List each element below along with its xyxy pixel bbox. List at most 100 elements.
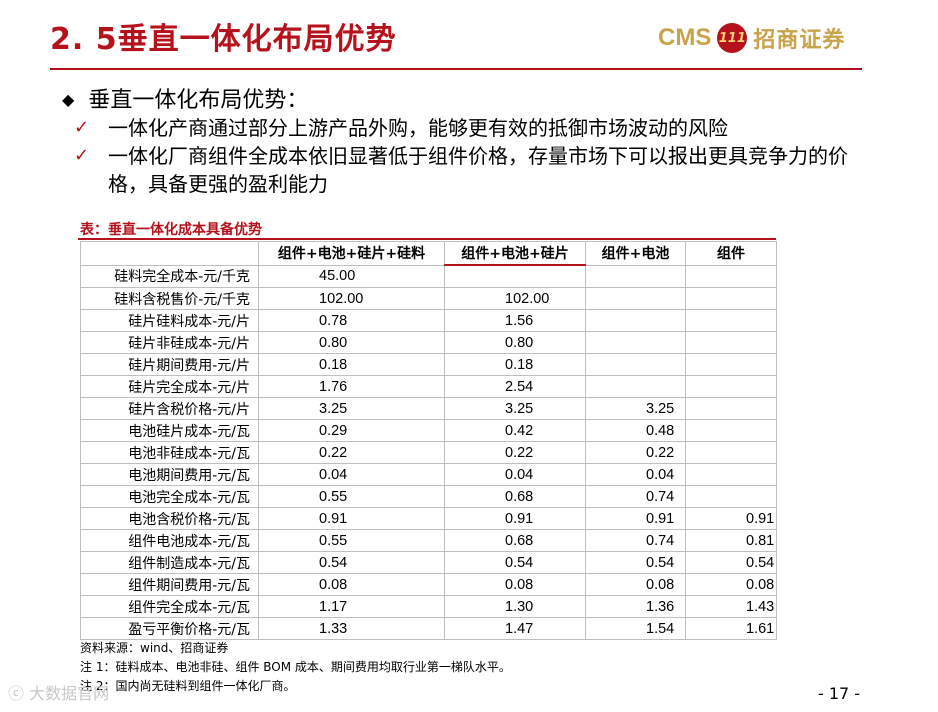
value-cell: 0.74 <box>585 485 686 508</box>
value-cell: 102.00 <box>444 287 586 310</box>
value-cell: 1.17 <box>258 595 445 618</box>
cost-table: 组件+电池+硅片+硅料 组件+电池+硅片 组件+电池 组件 硅料完全成本-元/千… <box>80 241 777 640</box>
table-row: 组件期间费用-元/瓦 0.08 0.08 0.08 0.08 <box>80 573 777 596</box>
value-cell: 0.68 <box>444 529 586 552</box>
value-cell <box>685 375 777 398</box>
row-label-cell: 电池含税价格-元/瓦 <box>80 507 259 530</box>
value-cell: 0.91 <box>585 507 686 530</box>
row-label-cell: 硅片非硅成本-元/片 <box>80 331 259 354</box>
check-mark-icon: ✓ <box>74 145 90 166</box>
table-header-row: 组件+电池+硅片+硅料 组件+电池+硅片 组件+电池 组件 <box>80 241 777 266</box>
value-cell: 1.47 <box>444 617 586 640</box>
table-row: 电池含税价格-元/瓦 0.91 0.91 0.91 0.91 <box>80 507 777 530</box>
value-cell <box>685 419 777 442</box>
row-label-cell: 硅料含税售价-元/千克 <box>80 287 259 310</box>
row-label-cell: 电池期间费用-元/瓦 <box>80 463 259 486</box>
value-cell: 0.04 <box>258 463 445 486</box>
watermark-logo-icon: ⓒ <box>8 684 30 703</box>
row-label-cell: 组件期间费用-元/瓦 <box>80 573 259 596</box>
row-label-cell: 组件制造成本-元/瓦 <box>80 551 259 574</box>
value-cell: 102.00 <box>258 287 445 310</box>
value-cell: 1.54 <box>585 617 686 640</box>
value-cell: 2.54 <box>444 375 586 398</box>
value-cell: 1.36 <box>585 595 686 618</box>
check-mark-icon: ✓ <box>74 117 90 138</box>
table-row: 组件电池成本-元/瓦 0.55 0.68 0.74 0.81 <box>80 529 777 552</box>
value-cell: 0.42 <box>444 419 586 442</box>
table-row: 盈亏平衡价格-元/瓦 1.33 1.47 1.54 1.61 <box>80 617 777 640</box>
section-heading: ◆ 垂直一体化布局优势： <box>62 82 308 114</box>
table-row: 硅片非硅成本-元/片 0.80 0.80 <box>80 331 777 354</box>
row-label-cell: 电池完全成本-元/瓦 <box>80 485 259 508</box>
value-cell: 0.91 <box>685 507 777 530</box>
title-divider <box>50 68 862 70</box>
column-header: 组件+电池+硅片+硅料 <box>258 241 445 266</box>
value-cell: 3.25 <box>444 397 586 420</box>
table-row: 电池非硅成本-元/瓦 0.22 0.22 0.22 <box>80 441 777 464</box>
row-label-cell: 硅片期间费用-元/片 <box>80 353 259 376</box>
value-cell: 0.91 <box>258 507 445 530</box>
bullet-point: ✓ 一体化产商通过部分上游产品外购，能够更有效的抵御市场波动的风险 <box>74 114 874 142</box>
value-cell: 0.91 <box>444 507 586 530</box>
table-row: 硅片完全成本-元/片 1.76 2.54 <box>80 375 777 398</box>
table-row: 硅片硅料成本-元/片 0.78 1.56 <box>80 309 777 332</box>
caption-divider <box>78 238 776 240</box>
logo-cn-text: 招商证券 <box>753 28 846 53</box>
column-header: 组件+电池+硅片 <box>444 241 586 266</box>
value-cell: 1.61 <box>685 617 777 640</box>
value-cell: 0.08 <box>585 573 686 596</box>
value-cell: 0.22 <box>258 441 445 464</box>
value-cell <box>444 264 586 288</box>
value-cell: 1.33 <box>258 617 445 640</box>
value-cell: 0.18 <box>444 353 586 376</box>
watermark: ⓒ 大数据官网 <box>8 680 109 704</box>
table-row: 组件制造成本-元/瓦 0.54 0.54 0.54 0.54 <box>80 551 777 574</box>
value-cell: 0.74 <box>585 529 686 552</box>
table-row: 电池期间费用-元/瓦 0.04 0.04 0.04 <box>80 463 777 486</box>
footnote: 注 1：硅料成本、电池非硅、组件 BOM 成本、期间费用均取行业第一梯队水平。 <box>80 660 511 674</box>
value-cell: 0.55 <box>258 485 445 508</box>
value-cell: 1.56 <box>444 309 586 332</box>
value-cell: 0.48 <box>585 419 686 442</box>
table-row: 硅料含税售价-元/千克 102.00 102.00 <box>80 287 777 310</box>
value-cell: 0.54 <box>444 551 586 574</box>
footnote: 注 2：国内尚无硅料到组件一体化厂商。 <box>80 679 296 693</box>
value-cell <box>685 264 777 288</box>
value-cell <box>685 331 777 354</box>
page-number: - 17 - <box>818 684 861 703</box>
value-cell: 0.08 <box>444 573 586 596</box>
page-title: 2. 5垂直一体化布局优势 <box>50 22 397 57</box>
value-cell <box>685 287 777 310</box>
table-row: 硅片期间费用-元/片 0.18 0.18 <box>80 353 777 376</box>
value-cell: 0.08 <box>685 573 777 596</box>
source-note: 资料来源：wind、招商证券 <box>80 641 229 655</box>
value-cell: 0.80 <box>444 331 586 354</box>
logo-latin-text: CMS <box>658 24 712 51</box>
bullet-point: ✓ 一体化厂商组件全成本依旧显著低于组件价格，存量市场下可以报出更具竞争力的价格… <box>74 142 874 198</box>
value-cell <box>585 331 686 354</box>
bullet-point-text: 一体化厂商组件全成本依旧显著低于组件价格，存量市场下可以报出更具竞争力的价格，具… <box>108 144 848 196</box>
value-cell: 0.54 <box>258 551 445 574</box>
value-cell: 3.25 <box>585 397 686 420</box>
row-label-cell: 组件电池成本-元/瓦 <box>80 529 259 552</box>
value-cell: 3.25 <box>258 397 445 420</box>
table-row: 硅料完全成本-元/千克 45.00 <box>80 264 777 288</box>
value-cell <box>685 309 777 332</box>
value-cell <box>685 397 777 420</box>
table-row: 电池硅片成本-元/瓦 0.29 0.42 0.48 <box>80 419 777 442</box>
value-cell: 0.80 <box>258 331 445 354</box>
value-cell <box>585 353 686 376</box>
table-row: 硅片含税价格-元/片 3.25 3.25 3.25 <box>80 397 777 420</box>
value-cell: 0.22 <box>585 441 686 464</box>
brand-logo: CMS 111 招商证券 <box>658 20 845 56</box>
row-label-cell: 硅片硅料成本-元/片 <box>80 309 259 332</box>
value-cell: 0.81 <box>685 529 777 552</box>
column-header: 组件 <box>685 241 777 266</box>
value-cell: 0.55 <box>258 529 445 552</box>
value-cell: 1.76 <box>258 375 445 398</box>
value-cell: 1.30 <box>444 595 586 618</box>
table-row: 电池完全成本-元/瓦 0.55 0.68 0.74 <box>80 485 777 508</box>
row-label-cell: 电池非硅成本-元/瓦 <box>80 441 259 464</box>
diamond-bullet-icon: ◆ <box>62 90 75 109</box>
row-label-cell: 电池硅片成本-元/瓦 <box>80 419 259 442</box>
